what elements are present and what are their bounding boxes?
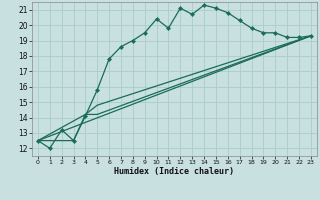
X-axis label: Humidex (Indice chaleur): Humidex (Indice chaleur) xyxy=(115,167,234,176)
